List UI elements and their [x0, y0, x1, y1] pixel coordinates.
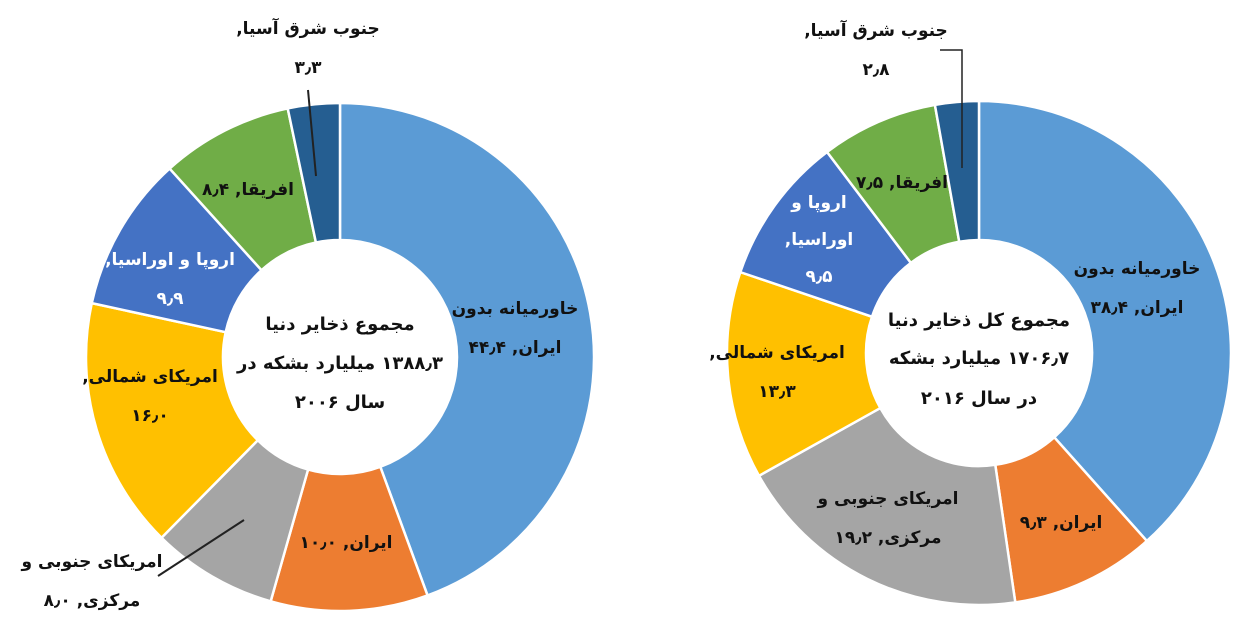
slice-label-line: ایران, ۹٫۳	[1020, 513, 1103, 533]
leader-line-south-central-america	[157, 519, 245, 577]
slice-label-line: ۲٫۸	[862, 60, 890, 80]
leader-line-southeast-asia	[307, 89, 317, 177]
slice-southeast-asia	[933, 99, 981, 244]
slice-south-central-america	[757, 406, 1017, 607]
slice-label-line: ۹٫۵	[805, 267, 832, 287]
slice-label-line: امریکای شمالی,	[82, 367, 218, 387]
slice-label-line: جنوب شرق آسیا,	[236, 17, 380, 39]
slice-middle-east	[977, 99, 1233, 543]
slice-label-line: ۳٫۳	[294, 58, 322, 78]
slice-label-line: ۱۶٫۰	[131, 406, 168, 426]
donut-chart-2016: خاورمیانه بدون ایران, ۳۸٫۴ ایران, ۹٫۳ امریک…	[709, 19, 1233, 607]
slice-label-line: ایران, ۴۴٫۴	[469, 338, 562, 358]
slice-label-middle-east: خاورمیانه بدون ایران, ۴۴٫۴	[452, 299, 579, 358]
center-text-line: ۱۳۸۸٫۳ میلیارد بشکه در	[236, 353, 443, 374]
slice-label-line: اروپا و اوراسیا,	[105, 250, 235, 270]
slice-label-line: اروپا و	[790, 193, 846, 213]
slice-label-iran: ایران, ۱۰٫۰	[300, 533, 393, 553]
center-text-line: در سال ۲۰۱۶	[921, 388, 1037, 409]
slice-label-line: ۹٫۹	[156, 289, 184, 309]
slice-label-south-central-america: امریکای جنوبی و مرکزی, ۸٫۰	[21, 552, 163, 611]
slice-label-southeast-asia: جنوب شرق آسیا, ۲٫۸	[804, 19, 948, 80]
center-text-line: مجموع کل ذخایر دنیا	[888, 310, 1070, 331]
slice-label-line: ایران, ۱۰٫۰	[300, 533, 393, 553]
slice-label-line: خاورمیانه بدون	[1074, 259, 1201, 279]
slice-label-line: افریقا, ۸٫۴	[202, 180, 294, 200]
center-text: مجموع کل ذخایر دنیا ۱۷۰۶٫۷ میلیارد بشکه در…	[888, 310, 1070, 409]
center-text: مجموع ذخایر دنیا ۱۳۸۸٫۳ میلیارد بشکه در سا…	[236, 314, 443, 413]
slice-label-line: اوراسیا,	[785, 230, 854, 250]
center-text-line: ۱۷۰۶٫۷ میلیارد بشکه	[889, 348, 1069, 369]
slice-label-middle-east: خاورمیانه بدون ایران, ۳۸٫۴	[1074, 259, 1201, 318]
slice-label-iran: ایران, ۹٫۳	[1020, 513, 1103, 533]
slice-north-america	[84, 301, 260, 540]
slice-label-africa: افریقا, ۸٫۴	[202, 180, 294, 200]
slice-north-america	[725, 270, 883, 478]
leader-line-southeast-asia	[940, 49, 963, 168]
slice-southeast-asia	[286, 101, 342, 244]
slice-label-north-america: امریکای شمالی, ۱۳٫۳	[709, 343, 845, 402]
slice-label-europe-eurasia: اروپا و اوراسیا, ۹٫۹	[105, 250, 235, 309]
slice-label-line: ۱۳٫۳	[758, 382, 796, 402]
donut-chart-2006: خاورمیانه بدون ایران, ۴۴٫۴ ایران, ۱۰٫۰ امری…	[21, 17, 596, 613]
slice-label-line: افریقا, ۷٫۵	[856, 173, 948, 193]
slice-label-line: مرکزی, ۱۹٫۲	[834, 528, 941, 548]
slice-label-line: خاورمیانه بدون	[452, 299, 579, 319]
slice-label-line: جنوب شرق آسیا,	[804, 19, 948, 41]
slice-label-line: امریکای جنوبی و	[21, 552, 163, 572]
slice-label-southeast-asia: جنوب شرق آسیا, ۳٫۳	[236, 17, 380, 78]
slice-middle-east	[338, 101, 596, 598]
slice-label-line: مرکزی, ۸٫۰	[44, 591, 141, 611]
center-text-line: مجموع ذخایر دنیا	[265, 314, 414, 335]
slice-label-line: امریکای جنوبی و	[817, 489, 959, 509]
slice-label-europe-eurasia: اروپا و اوراسیا, ۹٫۵	[785, 193, 854, 287]
slice-label-africa: افریقا, ۷٫۵	[856, 173, 948, 193]
center-text-line: سال ۲۰۰۶	[295, 392, 385, 413]
slice-label-north-america: امریکای شمالی, ۱۶٫۰	[82, 367, 218, 426]
slice-label-south-central-america: امریکای جنوبی و مرکزی, ۱۹٫۲	[817, 489, 959, 548]
slice-label-line: امریکای شمالی,	[709, 343, 845, 363]
slice-label-line: ایران, ۳۸٫۴	[1091, 298, 1184, 318]
